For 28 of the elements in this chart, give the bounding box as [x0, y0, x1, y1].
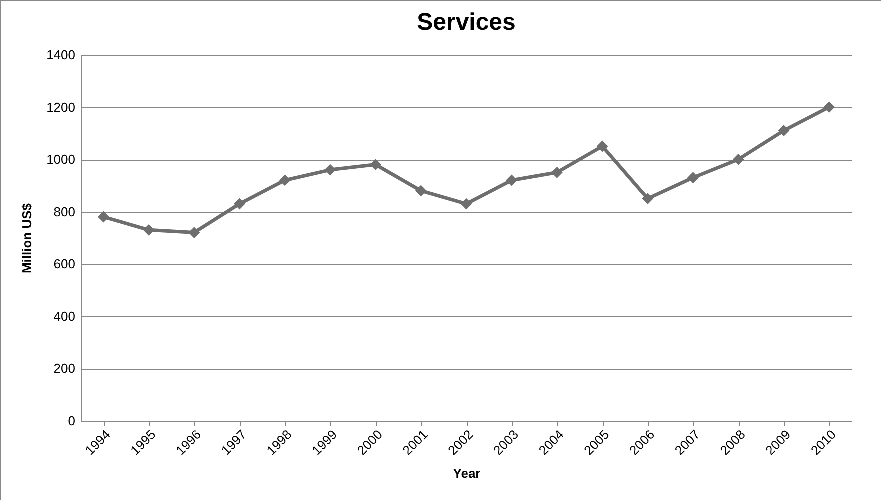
point: [188, 227, 200, 238]
point: [732, 154, 744, 166]
point: [370, 159, 382, 170]
point: [506, 174, 518, 186]
chart-title: Services: [417, 9, 516, 36]
point: [642, 193, 654, 204]
y-tick-label: 400: [54, 308, 76, 324]
point: [98, 211, 110, 223]
point: [552, 166, 563, 178]
point: [279, 174, 291, 186]
point: [778, 125, 790, 137]
point: [596, 140, 608, 152]
y-axis-title: Million US$: [20, 202, 35, 274]
point: [324, 164, 336, 176]
point: [415, 185, 427, 197]
point: [688, 172, 699, 184]
y-tick-label: 1400: [46, 48, 76, 62]
point: [143, 224, 155, 236]
y-tick-label: 800: [54, 204, 76, 220]
point: [824, 102, 836, 113]
y-tick-label: 200: [54, 361, 76, 376]
y-tick-label: 0: [68, 414, 76, 428]
y-tick-label: 1200: [46, 100, 76, 115]
x-axis-title: Year: [453, 466, 481, 482]
y-tick-label: 600: [54, 256, 76, 272]
y-tick-label: 1000: [46, 152, 76, 168]
point: [460, 198, 472, 210]
point: [234, 198, 246, 210]
